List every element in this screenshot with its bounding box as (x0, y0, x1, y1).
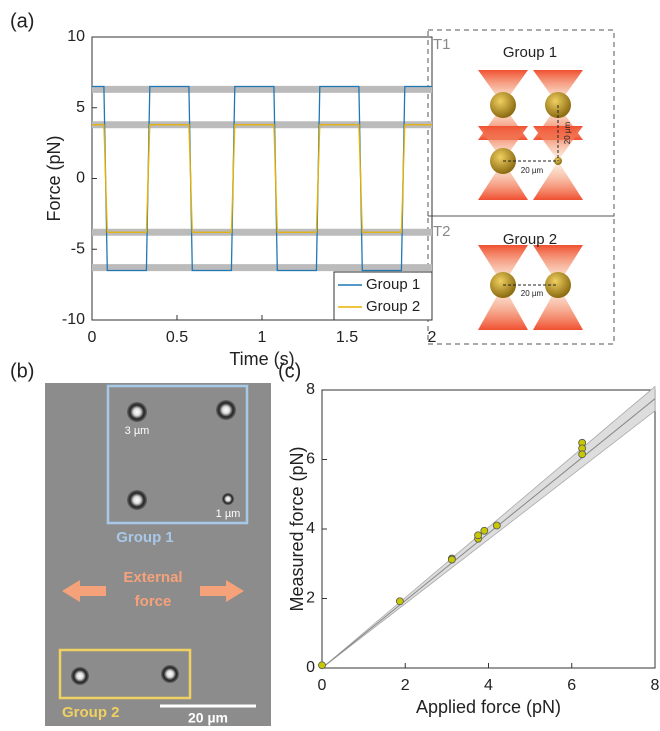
y-tick-label: 2 (306, 590, 315, 607)
x-tick-label: 2 (428, 329, 437, 346)
data-point (481, 527, 488, 534)
scale-bar-label: 20 µm (188, 710, 228, 726)
x-tick-label: 8 (651, 677, 660, 694)
fit-line (322, 399, 655, 668)
x-tick-label: 1.5 (336, 329, 358, 346)
scale-text: 20 µm (563, 121, 572, 144)
x-tick-label: 6 (567, 677, 576, 694)
diagram-title: Group 2 (503, 231, 557, 248)
x-tick-label: 0 (88, 329, 97, 346)
series-line (92, 87, 432, 271)
x-axis-label: Applied force (pN) (416, 697, 561, 717)
y-tick-label: 6 (306, 451, 315, 468)
x-tick-label: 2 (401, 677, 410, 694)
legend-label: Group 2 (366, 298, 420, 315)
figure: (a) (b) (c) T1 Group 1 20 µm 20 µm T2 Gr… (0, 0, 660, 726)
data-point (448, 556, 455, 563)
data-point (475, 532, 482, 539)
scale-text: 20 µm (521, 289, 544, 298)
diagram-title: Group 1 (503, 44, 557, 61)
legend-label: Group 1 (366, 276, 420, 293)
trap-diagram: T1 Group 1 20 µm 20 µm T2 Group 2 20 µm (428, 30, 614, 344)
panel-label: (a) (10, 10, 34, 32)
y-tick-label: 0 (76, 170, 85, 187)
bead-label: 1 µm (216, 508, 241, 520)
panel-label: (b) (10, 360, 34, 382)
y-axis-label: Force (pN) (44, 135, 64, 221)
y-tick-label: -10 (62, 311, 85, 328)
y-axis-label: Measured force (pN) (287, 446, 307, 611)
y-tick-label: -5 (71, 240, 85, 257)
x-tick-label: 0.5 (166, 329, 188, 346)
diagram-label: T1 (433, 36, 451, 53)
x-tick-label: 0 (318, 677, 327, 694)
y-tick-label: 4 (306, 520, 315, 537)
y-tick-label: 5 (76, 99, 85, 116)
force-label: External (123, 569, 182, 586)
micrograph: 3 µm 1 µm Group 1 External force Group 2… (45, 383, 271, 726)
scale-text: 20 µm (521, 166, 544, 175)
diagram-label: T2 (433, 223, 451, 240)
data-point (579, 451, 586, 458)
series-line (92, 125, 432, 233)
confidence-band (322, 387, 655, 668)
data-point (396, 598, 403, 605)
y-tick-label: 8 (306, 381, 315, 398)
data-point (493, 522, 500, 529)
x-tick-label: 4 (484, 677, 493, 694)
x-tick-label: 1 (258, 329, 267, 346)
group-label: Group 1 (116, 529, 174, 546)
x-axis-label: Time (s) (229, 349, 294, 369)
group-label: Group 2 (62, 704, 120, 721)
bead-label: 3 µm (125, 425, 150, 437)
y-tick-label: 0 (306, 659, 315, 676)
y-tick-label: 10 (67, 28, 85, 45)
force-label: force (135, 593, 172, 610)
data-point (319, 662, 326, 669)
